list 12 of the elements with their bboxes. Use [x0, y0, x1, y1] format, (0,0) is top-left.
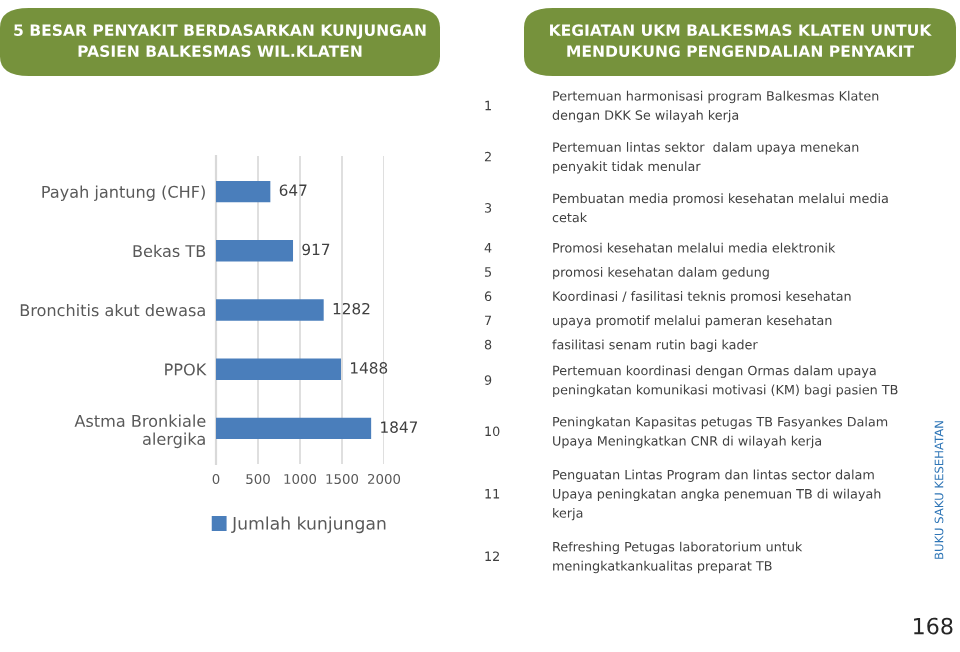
legend-label: Jumlah kunjungan	[231, 516, 386, 534]
bar	[216, 240, 294, 262]
y-tick-label: Astma Bronkiale alergika	[74, 414, 206, 449]
bar	[216, 417, 372, 440]
bar	[216, 180, 271, 203]
y-tick-label: Bekas TB	[133, 244, 206, 258]
bar	[216, 299, 324, 321]
y-tick-label: Payah jantung (CHF)	[42, 185, 205, 202]
bar	[216, 358, 341, 380]
y-tick-label: Bronchitis akut dewasa	[20, 303, 205, 317]
text: 168	[914, 617, 953, 635]
y-tick-label: PPOK	[165, 363, 207, 376]
